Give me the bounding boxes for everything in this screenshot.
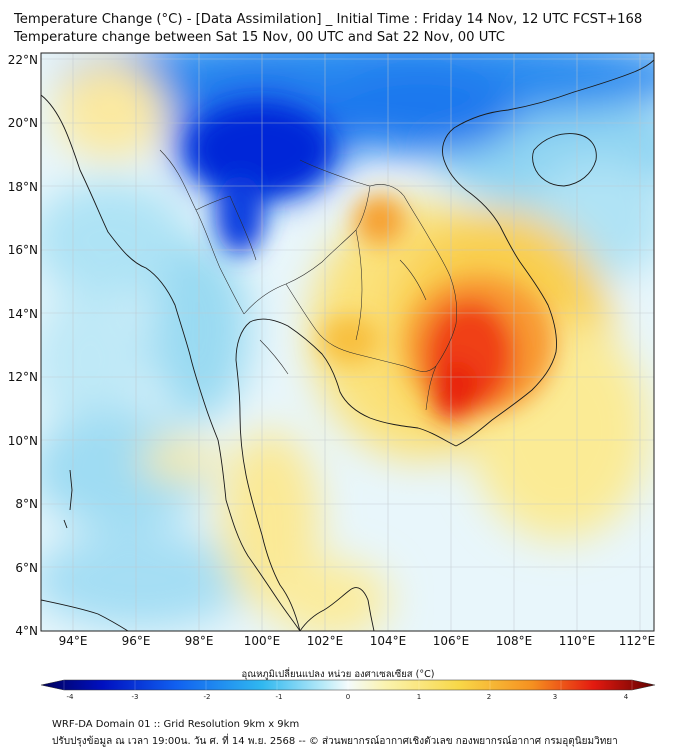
lon-label: 94°E (59, 634, 88, 648)
colorbar-title: อุณหภูมิเปลี่ยนแปลง หน่วย องศาเซลเซียส (… (241, 669, 435, 680)
lat-label: 4°N (15, 624, 38, 638)
colorbar-tick: 3 (553, 693, 557, 701)
map-title-line1: Temperature Change (°C) - [Data Assimila… (14, 12, 643, 27)
lon-label: 106°E (433, 634, 470, 648)
coastlines (41, 59, 654, 631)
longitude-labels: 94°E 96°E 98°E 100°E 102°E 104°E 106°E 1… (59, 634, 656, 648)
plot-frame (40, 52, 655, 632)
lon-label: 112°E (619, 634, 656, 648)
colorbar-tick: 4 (624, 693, 629, 701)
lat-label: 14°N (8, 307, 38, 321)
lon-label: 110°E (559, 634, 596, 648)
map-title-line2: Temperature change between Sat 15 Nov, 0… (14, 30, 505, 45)
footer-credit: ปรับปรุงข้อมูล ณ เวลา 19:00น. วัน ศ. ที่… (52, 736, 618, 747)
colorbar-tick: -2 (204, 693, 211, 701)
lon-label: 96°E (122, 634, 151, 648)
colorbar-tick: 1 (417, 693, 421, 701)
lon-label: 104°E (370, 634, 407, 648)
lon-label: 102°E (307, 634, 344, 648)
lat-label: 22°N (8, 53, 38, 67)
colorbar-tick: -1 (276, 693, 283, 701)
lat-label: 18°N (8, 180, 38, 194)
colorbar-ticks: -4 -3 -2 -1 0 1 2 3 4 (67, 693, 629, 701)
lat-label: 10°N (8, 434, 38, 448)
colorbar-tick: -4 (67, 693, 75, 701)
lat-label: 8°N (15, 497, 38, 511)
lon-label: 98°E (185, 634, 214, 648)
colorbar-tick: 0 (346, 693, 350, 701)
colorbar-tick: -3 (132, 693, 139, 701)
lat-label: 6°N (15, 561, 38, 575)
boundaries (159, 149, 458, 411)
footer-model-info: WRF-DA Domain 01 :: Grid Resolution 9km … (52, 719, 300, 730)
temperature-field (41, 53, 654, 631)
colorbar-strip (40, 679, 656, 691)
latitude-labels: 22°N 20°N 18°N 16°N 14°N 12°N 10°N 8°N 6… (8, 53, 38, 638)
lat-label: 20°N (8, 116, 38, 130)
lon-label: 100°E (244, 634, 281, 648)
colorbar-tick: 2 (487, 693, 491, 701)
colorbar-bins (63, 680, 633, 690)
lat-label: 16°N (8, 243, 38, 257)
lat-label: 12°N (8, 370, 38, 384)
lon-label: 108°E (496, 634, 533, 648)
colorbar: -4 -3 -2 -1 0 1 2 3 4 (40, 679, 656, 701)
